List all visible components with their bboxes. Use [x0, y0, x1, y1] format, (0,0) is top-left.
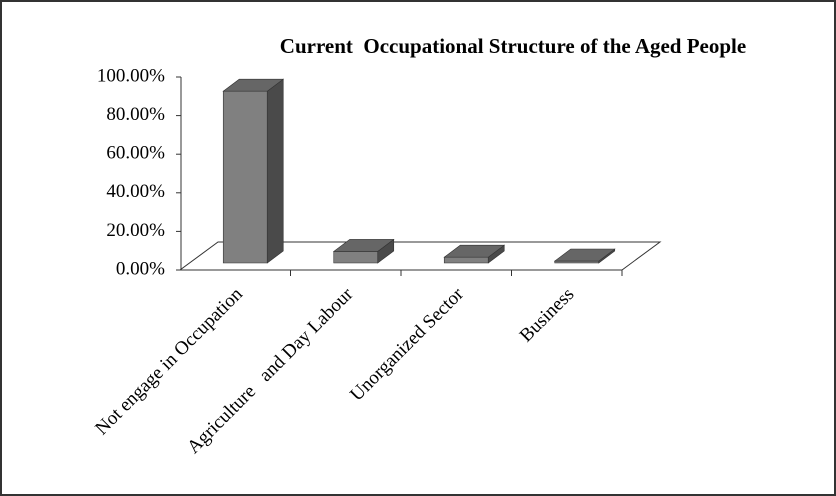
bar-front — [443, 256, 489, 264]
bar — [553, 248, 616, 264]
bar-top — [553, 248, 616, 262]
y-tick-label: 0.00% — [116, 258, 165, 279]
bar-top — [222, 78, 285, 92]
bar-front — [222, 90, 268, 264]
bar — [332, 238, 395, 264]
y-tick-label: 40.00% — [106, 181, 165, 202]
y-tick-label: 100.00% — [97, 65, 165, 86]
floor — [178, 241, 662, 271]
bar-side — [266, 78, 284, 264]
chart-title: Current Occupational Structure of the Ag… — [280, 34, 746, 58]
bar-top — [332, 239, 395, 252]
y-tick-label: 60.00% — [106, 143, 165, 164]
bar-front — [333, 251, 379, 264]
bar-top — [443, 244, 506, 258]
bar — [443, 244, 506, 264]
y-tick-label: 80.00% — [106, 104, 165, 125]
y-tick-label: 20.00% — [106, 220, 165, 241]
bar — [222, 78, 285, 264]
